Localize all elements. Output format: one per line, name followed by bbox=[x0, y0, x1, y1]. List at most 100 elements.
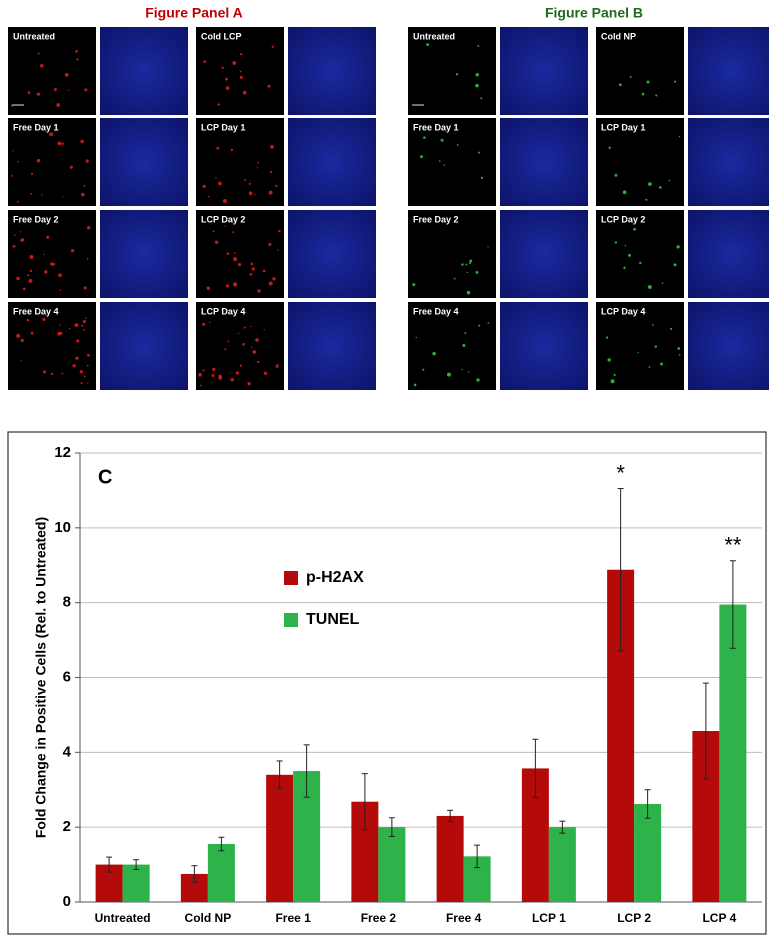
speckle bbox=[257, 289, 261, 293]
speckle bbox=[52, 262, 56, 266]
bar bbox=[266, 774, 294, 902]
speckle bbox=[618, 83, 622, 87]
speckle bbox=[230, 378, 234, 382]
speckle bbox=[58, 273, 62, 278]
speckle bbox=[42, 317, 46, 322]
speckle bbox=[487, 322, 490, 324]
speckle bbox=[275, 184, 278, 188]
speckle bbox=[423, 136, 426, 139]
image-label: Untreated bbox=[13, 31, 55, 41]
speckle bbox=[62, 196, 64, 198]
speckle bbox=[268, 281, 273, 286]
speckle bbox=[605, 336, 609, 339]
speckle bbox=[248, 182, 251, 186]
speckle bbox=[476, 378, 480, 382]
speckle bbox=[655, 94, 658, 97]
speckle bbox=[661, 282, 664, 284]
speckle bbox=[415, 336, 417, 339]
speckle bbox=[243, 326, 246, 329]
signal-image bbox=[596, 302, 684, 390]
speckle bbox=[248, 191, 253, 196]
speckle bbox=[41, 194, 43, 196]
error-bar bbox=[303, 744, 310, 798]
bar bbox=[436, 815, 464, 902]
legend-swatch bbox=[284, 571, 298, 585]
speckle bbox=[271, 45, 274, 48]
speckle bbox=[276, 364, 279, 367]
speckle bbox=[267, 84, 271, 88]
speckle bbox=[255, 338, 259, 342]
speckle bbox=[26, 318, 30, 322]
speckle bbox=[53, 88, 57, 92]
speckle bbox=[212, 367, 216, 372]
y-tick-label: 6 bbox=[63, 668, 71, 685]
speckle bbox=[61, 142, 64, 146]
speckle bbox=[225, 77, 229, 81]
speckle bbox=[80, 139, 84, 144]
speckle bbox=[209, 321, 211, 324]
speckle bbox=[22, 287, 26, 291]
speckle bbox=[660, 362, 664, 366]
speckle bbox=[37, 52, 40, 55]
speckle bbox=[68, 327, 71, 330]
speckle bbox=[224, 225, 226, 227]
speckle bbox=[272, 277, 276, 281]
y-tick-label: 0 bbox=[63, 893, 71, 910]
nuclei-image bbox=[500, 118, 588, 206]
speckle bbox=[641, 92, 645, 96]
speckle bbox=[462, 344, 466, 347]
speckle bbox=[29, 255, 34, 260]
speckle bbox=[83, 184, 86, 187]
speckle bbox=[677, 347, 681, 350]
speckle bbox=[639, 261, 642, 265]
panel-label: C bbox=[98, 466, 112, 488]
speckle bbox=[16, 276, 20, 281]
speckle bbox=[475, 73, 479, 77]
speckle bbox=[70, 248, 75, 253]
speckle bbox=[232, 61, 237, 65]
speckle bbox=[257, 161, 259, 164]
speckle bbox=[43, 253, 45, 256]
nuclei-image bbox=[288, 210, 376, 298]
speckle bbox=[44, 270, 48, 274]
speckle bbox=[646, 80, 650, 84]
speckle bbox=[30, 172, 34, 175]
speckle bbox=[439, 160, 441, 162]
error-bar bbox=[559, 820, 566, 834]
speckle bbox=[67, 89, 70, 92]
error-bar bbox=[729, 560, 736, 649]
speckle bbox=[668, 179, 671, 182]
speckle bbox=[224, 348, 227, 351]
speckle bbox=[76, 58, 79, 61]
legend-label: TUNEL bbox=[306, 611, 360, 628]
speckle bbox=[614, 173, 618, 177]
speckle bbox=[206, 286, 211, 290]
speckle bbox=[249, 273, 253, 276]
speckle bbox=[28, 278, 33, 283]
x-tick-label: Free 1 bbox=[275, 911, 311, 925]
speckle bbox=[263, 328, 265, 331]
speckle bbox=[278, 229, 281, 233]
speckle bbox=[59, 289, 62, 292]
speckle bbox=[225, 284, 230, 288]
speckle bbox=[20, 338, 24, 343]
speckle bbox=[202, 322, 206, 326]
speckle bbox=[36, 158, 41, 163]
speckle bbox=[87, 226, 91, 230]
speckle bbox=[252, 350, 257, 354]
nuclei-image bbox=[500, 210, 588, 298]
speckle bbox=[87, 382, 89, 384]
y-tick-label: 10 bbox=[54, 519, 71, 536]
speckle bbox=[624, 245, 627, 247]
speckle bbox=[461, 263, 464, 266]
x-tick-label: Free 2 bbox=[361, 911, 397, 925]
speckle bbox=[75, 50, 78, 53]
speckle bbox=[83, 375, 86, 378]
speckle bbox=[222, 199, 227, 204]
signal-image bbox=[196, 27, 284, 115]
speckle bbox=[645, 198, 648, 201]
image-label: Cold LCP bbox=[201, 31, 242, 41]
speckle bbox=[465, 263, 468, 266]
speckle bbox=[86, 353, 90, 357]
speckle bbox=[27, 274, 30, 277]
